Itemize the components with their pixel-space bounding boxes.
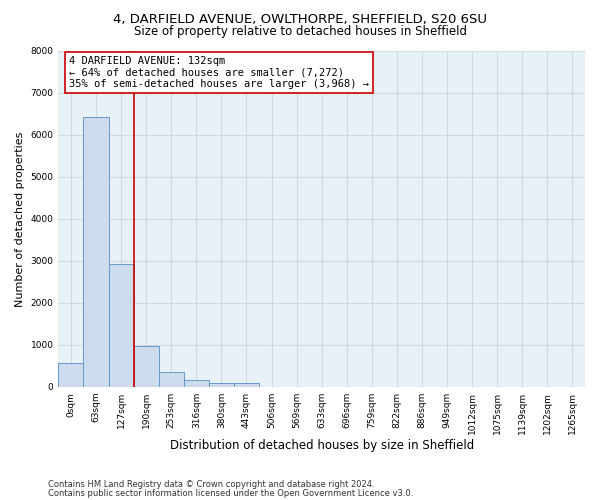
Text: Contains HM Land Registry data © Crown copyright and database right 2024.: Contains HM Land Registry data © Crown c… [48,480,374,489]
Bar [134,346,159,387]
Bar [234,384,259,387]
Bar [109,264,134,387]
Bar [58,363,83,387]
Text: Contains public sector information licensed under the Open Government Licence v3: Contains public sector information licen… [48,488,413,498]
Bar [159,372,184,387]
Bar [184,380,209,387]
Text: Size of property relative to detached houses in Sheffield: Size of property relative to detached ho… [133,25,467,38]
Text: 4 DARFIELD AVENUE: 132sqm
← 64% of detached houses are smaller (7,272)
35% of se: 4 DARFIELD AVENUE: 132sqm ← 64% of detac… [69,56,369,89]
X-axis label: Distribution of detached houses by size in Sheffield: Distribution of detached houses by size … [170,440,474,452]
Text: 4, DARFIELD AVENUE, OWLTHORPE, SHEFFIELD, S20 6SU: 4, DARFIELD AVENUE, OWLTHORPE, SHEFFIELD… [113,12,487,26]
Bar [83,117,109,387]
Bar [209,383,234,387]
Y-axis label: Number of detached properties: Number of detached properties [15,132,25,306]
